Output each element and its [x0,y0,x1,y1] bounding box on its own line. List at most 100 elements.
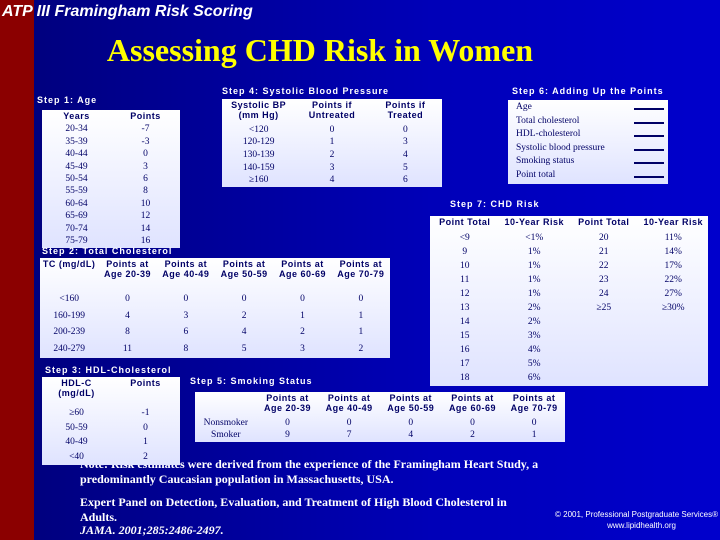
table-cell: ≥160 [248,175,269,186]
table-cell: 4% [527,345,541,356]
table-row: 14 2% [430,316,708,330]
table-row: 140-159 3 5 [222,162,442,175]
table-cell: 3 [143,161,148,172]
header-cell: 10-Year Risk [504,217,565,227]
header-cell: Point Total [439,217,491,227]
header-cell: Points at Age 50-59 [387,393,435,413]
table-row: 16 4% [430,344,708,358]
table-row: <9 <1% 20 11% [430,231,708,245]
header-cell: Point Total [578,217,630,227]
header-cell [195,392,257,417]
step-title: Step 5: Smoking Status [190,376,313,386]
score-table: Points at Age 20-39 Points at Age 40-49 Po… [195,392,565,442]
citation: JAMA. 2001;285:2486-2497. [80,523,224,537]
table-cell: 0 [183,294,189,305]
points-label: Smoking status [516,156,575,166]
table-row: 15 3% [430,330,708,344]
table-cell: 2 [300,327,305,338]
table-cell: 1% [527,246,541,257]
header-cell: Points at Age 50-59 [220,259,268,279]
header-cell: Points [130,378,161,388]
table-row: 40-49 1 [42,436,180,451]
score-table: TC (mg/dL) Points at Age 20-39 Points at A… [40,258,390,358]
header-cell: Points at Age 70-79 [337,259,385,279]
table-cell: 5 [402,162,408,173]
table-cell: -3 [141,136,150,147]
table-row: 160-199 4 3 2 1 1 [40,308,390,325]
table-cell: 0 [143,149,148,160]
table-row: 60-64 10 [42,198,180,210]
table-cell: 60-64 [65,198,88,209]
table-cell: 0 [408,417,414,428]
blank-line [634,108,664,110]
table-cell [569,358,639,372]
table-cell: <40 [69,452,84,463]
table-cell: 50-54 [65,174,88,185]
table-cell: 0 [531,417,537,428]
main-title: Assessing CHD Risk in Women [106,32,534,68]
header-cell: Points [130,111,161,121]
header-cell: Systolic BP (mm Hg) [231,100,287,120]
step-title: Step 2: Total Cholesterol [42,246,173,256]
table-cell: 1 [143,437,148,448]
table-cell: -1 [141,408,150,419]
table-row: 45-49 3 [42,161,180,173]
table-cell: 20 [599,232,609,243]
blank-line [634,148,664,151]
table-cell: 16 [140,236,151,247]
table-cell: 16 [460,345,470,356]
table-cell: 3 [402,137,408,148]
table-cell: 2 [358,344,364,355]
header-cell: Points at Age 40-49 [325,393,373,413]
header-cell: Points at Age 60-69 [278,259,326,279]
table-row: 20-34 -7 [42,124,180,136]
table-cell: 1 [531,430,537,441]
table-row: 35-39 -3 [42,136,180,148]
table-cell: 13 [460,303,470,314]
table-cell: 7 [346,430,352,441]
header-cell: Years [63,111,90,121]
table-cell: 9 [462,246,468,257]
table-cell: 2% [527,317,541,328]
table-cell: 22% [664,274,682,285]
table-cell: 3 [183,310,189,321]
points-row: HDL-cholesterol [516,129,664,142]
table-row: 40-44 0 [42,148,180,160]
header-cell: HDL-C (mg/dL) [58,378,95,398]
table-cell: 140-159 [242,162,275,173]
score-table: HDL-C (mg/dL) Points ≥60 -1 50-59 0 40-49 1 <40 2 [42,377,180,465]
table-cell: 75-79 [65,236,88,247]
table-cell: 10 [140,198,151,209]
table-cell: 12 [140,211,151,222]
table-cell: 2 [470,430,475,441]
table-cell [569,344,639,358]
table-cell: 12 [460,289,470,300]
table-cell: 0 [300,294,305,305]
points-row: Point total [516,170,664,183]
table-cell: 0 [329,124,335,135]
table-cell: 1 [329,137,335,148]
table-cell: 15 [460,331,470,342]
step-title: Step 1: Age [37,95,98,105]
header-row: TC (mg/dL) Points at Age 20-39 Points at A… [40,258,390,291]
table-cell: 11 [122,344,133,355]
header-cell: Points at Age 20-39 [103,259,151,279]
points-box: Age Total cholesterol HDL-cholesterol Systo… [508,100,668,184]
table-cell: 24 [599,289,609,300]
table-cell: 4 [329,175,335,186]
table-cell: 4 [241,327,247,338]
blank-line [634,121,664,124]
table-row: 10 1% 22 17% [430,259,708,273]
table-cell: <120 [248,124,269,135]
table-cell: 200-239 [53,327,85,338]
table-cell: 0 [402,124,408,135]
table-cell: 5 [241,344,247,355]
points-label: Age [516,102,532,112]
table-cell: 1 [300,310,305,321]
table-cell: 9 [285,430,290,441]
table-cell: 1 [358,327,364,338]
points-row: Systolic blood pressure [516,143,664,156]
header-cell: TC (mg/dL) [42,259,96,269]
table-cell: 35-39 [65,136,88,147]
table-cell: 18 [460,373,470,384]
